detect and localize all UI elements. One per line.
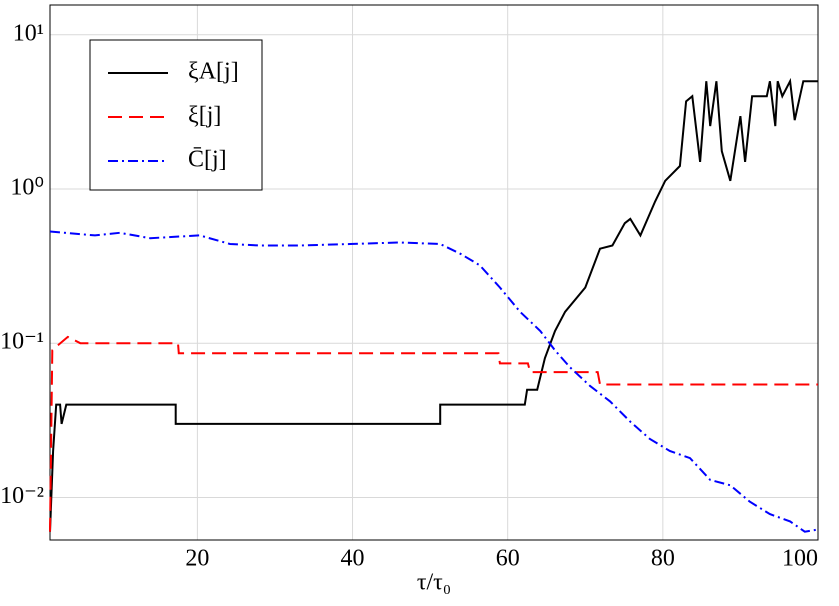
x-tick-label: 20 (185, 546, 209, 572)
legend-box (89, 39, 263, 191)
series-line (49, 230, 819, 533)
y-tick-label: 10⁰ (10, 175, 44, 201)
legend-label: ξA[j] (188, 59, 239, 85)
y-tick-label: 10¹ (13, 20, 44, 46)
legend-label: C̄[j] (188, 147, 227, 173)
legend-label: ξ[j] (188, 103, 221, 129)
x-tick-label: 60 (496, 546, 520, 572)
x-tick-label: 100 (782, 546, 818, 572)
x-tick-label: 80 (651, 546, 675, 572)
series-line (49, 77, 818, 532)
x-tick-label: 40 (341, 546, 365, 572)
plot-frame (49, 4, 819, 541)
y-tick-label: 10⁻² (0, 483, 44, 509)
x-axis-label: τ/τ₀ (417, 570, 451, 596)
y-tick-label: 10⁻¹ (0, 329, 44, 355)
series-line (49, 335, 818, 532)
